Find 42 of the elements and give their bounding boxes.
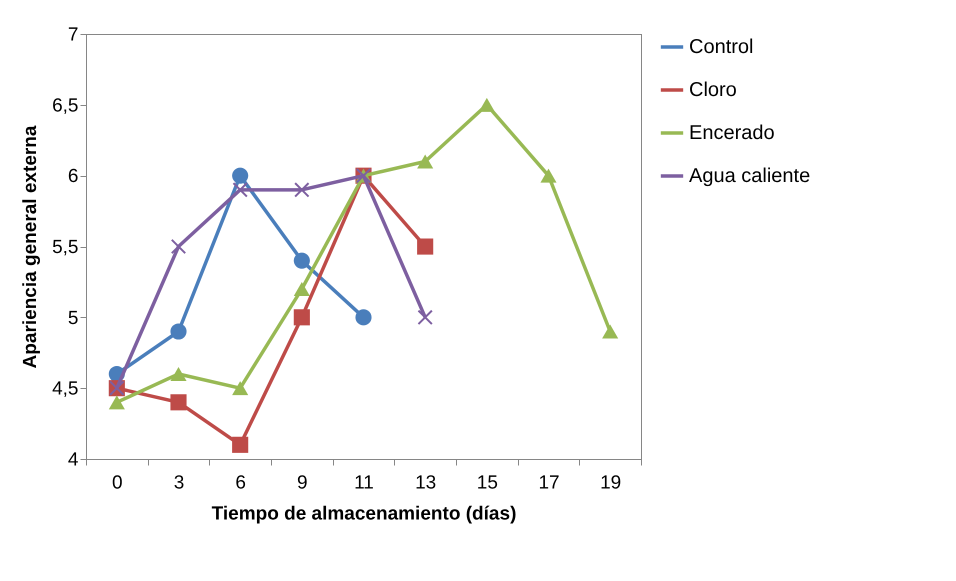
point <box>294 282 310 296</box>
point <box>170 323 187 340</box>
legend-label: Encerado <box>689 122 775 144</box>
point <box>108 395 125 410</box>
point <box>232 182 248 198</box>
y-tick-label: 5 <box>68 308 78 329</box>
x-tick-label: 0 <box>112 472 123 494</box>
point <box>232 168 248 184</box>
x-tick-label: 3 <box>174 472 184 494</box>
legend-label: Control <box>689 36 754 58</box>
y-tick-label: 6 <box>68 166 78 188</box>
y-tick-label: 7 <box>68 24 78 46</box>
point <box>294 182 310 198</box>
point <box>232 436 248 453</box>
point <box>170 367 187 381</box>
point <box>417 238 434 255</box>
x-tick-label: 15 <box>476 472 498 494</box>
point <box>478 98 495 112</box>
point <box>540 168 557 183</box>
point <box>417 310 433 326</box>
x-tick-label: 6 <box>235 472 246 494</box>
y-tick-label: 4,5 <box>52 378 78 400</box>
legend-label: Agua caliente <box>689 165 810 187</box>
y-tick-label: 4 <box>68 450 79 470</box>
point <box>170 238 186 254</box>
point <box>232 381 248 396</box>
legend-label: Cloro <box>689 79 737 101</box>
point <box>602 324 618 338</box>
x-tick-label: 17 <box>538 472 560 494</box>
point <box>294 252 310 269</box>
x-tick-label: 13 <box>415 472 436 494</box>
y-axis-title: Apariencia general externa <box>20 125 42 368</box>
y-tick-label: 6,5 <box>52 95 78 116</box>
x-tick-label: 9 <box>297 472 308 494</box>
x-axis-title: Tiempo de almacenamiento (días) <box>212 504 516 524</box>
y-tick-label: 5,5 <box>52 237 78 258</box>
x-tick-label: 11 <box>354 472 374 494</box>
x-tick-label: 19 <box>600 472 622 494</box>
point <box>170 394 187 410</box>
point <box>355 309 372 326</box>
point <box>294 309 310 326</box>
point <box>417 154 434 168</box>
